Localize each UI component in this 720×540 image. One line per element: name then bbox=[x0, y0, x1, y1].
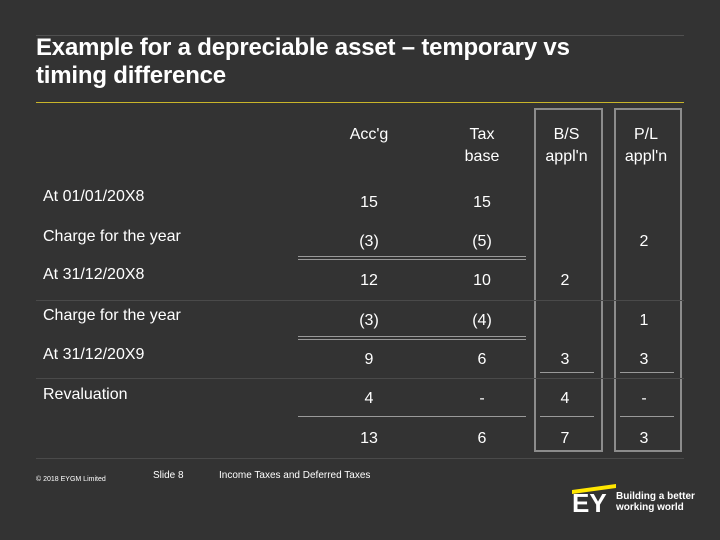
copyright: © 2018 EYGM Limited bbox=[36, 476, 106, 483]
cell-pl: 3 bbox=[639, 351, 649, 368]
pl-rule bbox=[620, 416, 674, 417]
ey-tagline-line2: working world bbox=[616, 502, 684, 513]
row-separator bbox=[36, 378, 684, 379]
subtotal-rule bbox=[298, 259, 526, 260]
cell-pl: 3 bbox=[639, 430, 649, 447]
title-line-2: timing difference bbox=[36, 62, 226, 89]
header-tax-base: Tax base bbox=[452, 124, 512, 168]
top-rule bbox=[36, 35, 684, 36]
footer-subject: Income Taxes and Deferred Taxes bbox=[219, 470, 371, 481]
cell-accg: 13 bbox=[360, 430, 378, 447]
cell-bs: 4 bbox=[560, 390, 570, 407]
bs-rule bbox=[540, 372, 594, 373]
row-label: At 31/12/20X8 bbox=[43, 266, 145, 283]
ey-tagline: Building a better working world bbox=[616, 491, 696, 513]
row-separator bbox=[36, 300, 684, 301]
cell-tax: 6 bbox=[477, 430, 487, 447]
cell-pl: 2 bbox=[639, 233, 649, 250]
ey-logo-mark-text: EY bbox=[572, 488, 607, 514]
cell-accg: 12 bbox=[360, 272, 378, 289]
pl-rule bbox=[620, 372, 674, 373]
row-label: At 01/01/20X8 bbox=[43, 188, 145, 205]
header-pl-line1: P/L bbox=[633, 126, 658, 143]
cell-tax: (5) bbox=[472, 233, 492, 250]
cell-tax: 6 bbox=[477, 351, 487, 368]
cell-tax: - bbox=[479, 390, 485, 407]
title-rule bbox=[36, 102, 684, 103]
cell-accg: (3) bbox=[359, 312, 379, 329]
bs-rule bbox=[540, 416, 594, 417]
header-pl-line2: appl'n bbox=[624, 148, 668, 165]
ey-tagline-line1: Building a better bbox=[616, 491, 695, 502]
cell-bs: 2 bbox=[560, 272, 570, 289]
subtotal-rule bbox=[298, 256, 526, 257]
header-bs: B/S appl'n bbox=[534, 124, 599, 168]
row-label: Charge for the year bbox=[43, 307, 181, 324]
cell-tax: 10 bbox=[473, 272, 491, 289]
slide-number: Slide 8 bbox=[153, 470, 184, 481]
header-tax-base-line1: Tax bbox=[469, 126, 495, 143]
cell-tax: 15 bbox=[473, 194, 491, 211]
row-label: Charge for the year bbox=[43, 228, 181, 245]
row-label: At 31/12/20X9 bbox=[43, 346, 145, 363]
row-separator bbox=[36, 458, 684, 459]
subtotal-rule bbox=[298, 339, 526, 340]
cell-bs: 7 bbox=[560, 430, 570, 447]
cell-pl: 1 bbox=[639, 312, 649, 329]
subtotal-rule bbox=[298, 336, 526, 337]
header-pl: P/L appl'n bbox=[614, 124, 678, 168]
ey-logo: EY Building a better working world bbox=[572, 482, 695, 518]
cell-bs: 3 bbox=[560, 351, 570, 368]
cell-accg: 4 bbox=[364, 390, 374, 407]
title-line-1: Example for a depreciable asset – tempor… bbox=[36, 34, 570, 61]
cell-pl: - bbox=[641, 390, 647, 407]
total-rule bbox=[298, 416, 526, 417]
cell-tax: (4) bbox=[472, 312, 492, 329]
cell-accg: 9 bbox=[364, 351, 374, 368]
page-title: Example for a depreciable asset – tempor… bbox=[36, 34, 686, 90]
header-bs-line1: B/S bbox=[553, 126, 580, 143]
ey-logo-mark-icon: EY bbox=[572, 484, 616, 518]
cell-accg: (3) bbox=[359, 233, 379, 250]
bs-column-box bbox=[534, 108, 603, 452]
header-accg: Acc'g bbox=[349, 126, 389, 143]
cell-accg: 15 bbox=[360, 194, 378, 211]
header-tax-base-line2: base bbox=[464, 148, 500, 165]
row-label: Revaluation bbox=[43, 386, 128, 403]
pl-column-box bbox=[614, 108, 682, 452]
header-bs-line2: appl'n bbox=[545, 148, 588, 165]
